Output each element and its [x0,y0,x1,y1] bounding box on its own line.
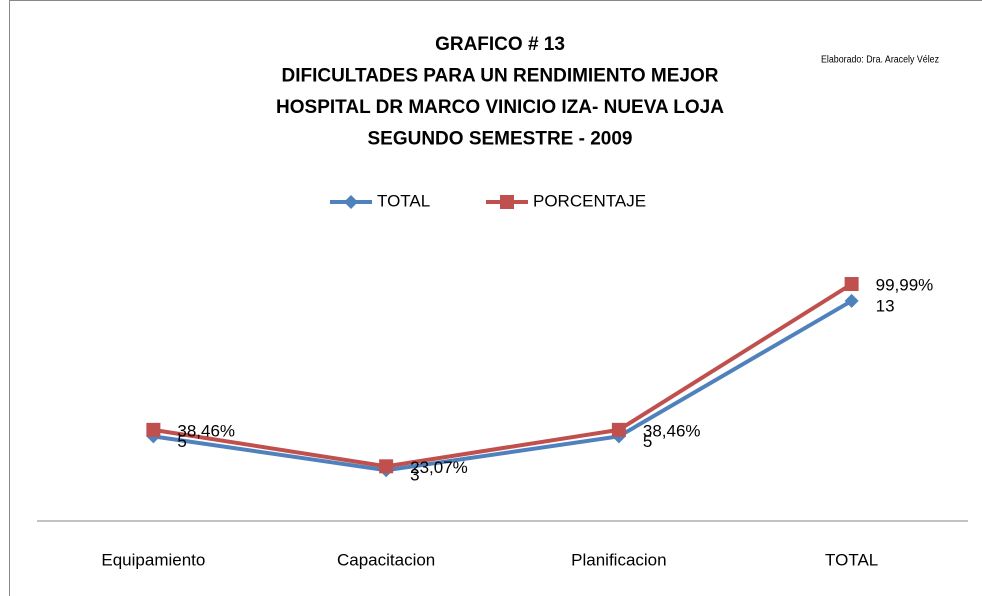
data-label: 13 [876,296,895,315]
data-label: 3 [410,466,419,485]
data-label: 38,46% [177,421,235,440]
legend-label: TOTAL [377,191,430,210]
marker [844,277,859,292]
data-label: 5 [643,432,652,451]
x-tick-label: Capacitacion [337,550,435,569]
series-line [153,282,853,469]
chart-title: HOSPITAL DR MARCO VINICIO IZA- NUEVA LOJ… [276,97,724,118]
marker [146,422,161,437]
annotation: Elaborado: Dra. Aracely Vélez [821,55,939,66]
data-label: 38,46% [643,421,701,440]
series-line [153,299,853,473]
chart-title: DIFICULTADES PARA UN RENDIMIENTO MEJOR [281,66,718,87]
x-tick-label: Equipamiento [101,550,205,569]
legend-label: PORCENTAJE [533,191,646,210]
chart-border [9,0,982,596]
data-label: 99,99% [876,276,934,295]
x-tick-label: Planificacion [571,550,666,569]
legend-marker [344,195,358,209]
data-label: 23,07% [410,458,468,477]
chart-title: GRAFICO # 13 [435,34,565,55]
marker [379,459,394,474]
marker [611,422,626,437]
marker [844,293,859,308]
legend-marker [500,195,514,209]
chart-title: SEGUNDO SEMESTRE - 2009 [367,129,632,150]
x-tick-label: TOTAL [825,550,878,569]
data-label: 5 [177,432,186,451]
